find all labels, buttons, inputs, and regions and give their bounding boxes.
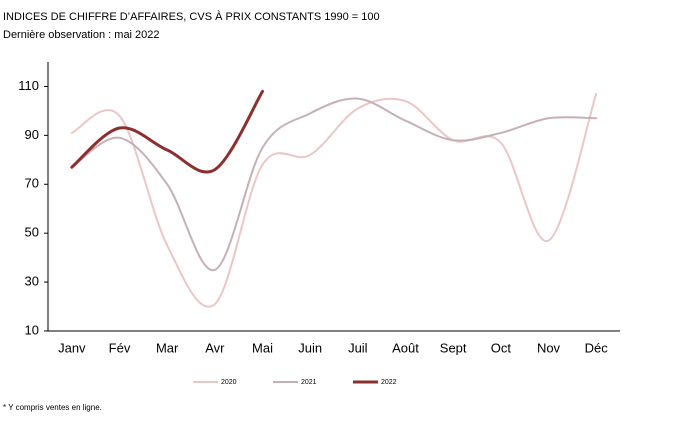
x-tick-label: Mai <box>252 340 273 355</box>
y-tick-label: 110 <box>18 78 39 93</box>
x-tick-label: Déc <box>585 340 609 355</box>
legend-label: 2021 <box>301 379 317 386</box>
footnote: * Y compris ventes en ligne. <box>3 403 102 412</box>
y-tick-label: 70 <box>25 176 39 191</box>
chart-subtitle: Dernière observation : mai 2022 <box>3 29 160 41</box>
x-tick-label: Août <box>392 340 419 355</box>
legend-label: 2020 <box>221 379 237 386</box>
x-tick-label: Juil <box>348 340 368 355</box>
x-tick-label: Oct <box>491 340 512 355</box>
x-tick-label: Mar <box>156 340 179 355</box>
legend-label: 2022 <box>381 379 397 386</box>
x-tick-label: Nov <box>537 340 561 355</box>
chart-title: INDICES DE CHIFFRE D’AFFAIRES, CVS À PRI… <box>3 10 380 23</box>
x-tick-label: Fév <box>109 340 131 355</box>
x-tick-label: Avr <box>205 340 225 355</box>
y-tick-label: 50 <box>25 225 39 240</box>
y-tick-label: 30 <box>25 274 39 289</box>
y-tick-label: 10 <box>25 322 39 337</box>
line-series <box>70 92 598 308</box>
line-series <box>70 97 598 271</box>
line-series <box>70 89 264 174</box>
x-tick-label: Juin <box>298 340 322 355</box>
x-tick-label: Janv <box>58 340 86 355</box>
y-tick-label: 90 <box>25 127 39 142</box>
x-tick-label: Sept <box>440 340 467 355</box>
